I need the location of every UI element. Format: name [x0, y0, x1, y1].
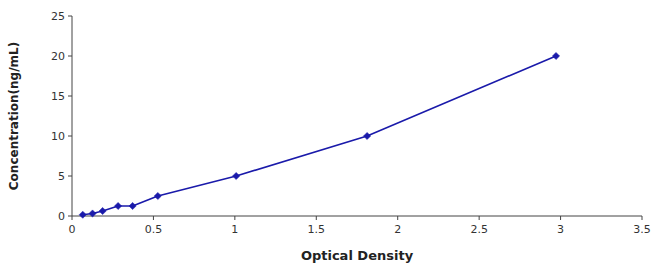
- x-tick-label: 2.5: [470, 223, 488, 236]
- data-point: [233, 172, 240, 179]
- data-point: [129, 202, 136, 209]
- x-tick-label: 3.5: [633, 223, 651, 236]
- x-tick: [72, 216, 73, 220]
- data-point: [99, 207, 106, 214]
- data-point: [79, 211, 86, 218]
- x-tick: [479, 216, 480, 220]
- x-axis-line: [72, 216, 642, 217]
- y-tick-label: 20: [51, 50, 65, 63]
- x-tick: [642, 216, 643, 220]
- data-point: [89, 210, 96, 217]
- y-tick-label: 25: [51, 10, 65, 23]
- x-tick-label: 0: [69, 223, 76, 236]
- x-tick: [316, 216, 317, 220]
- y-tick: [68, 16, 72, 17]
- y-axis-label: Concentration(ng/mL): [7, 42, 21, 190]
- x-tick-label: 0.5: [145, 223, 163, 236]
- x-tick-label: 2: [394, 223, 401, 236]
- x-tick-label: 1.5: [308, 223, 326, 236]
- chart-svg: 0 0.5 1 1.5 2 2.5 3 3.5 0 5 10 15 20 25 Optical Densit…: [0, 0, 664, 272]
- y-tick: [68, 96, 72, 97]
- x-tick-label: 1: [231, 223, 238, 236]
- y-axis-line: [72, 16, 73, 216]
- x-tick: [153, 216, 154, 220]
- x-tick: [397, 216, 398, 220]
- y-tick: [68, 56, 72, 57]
- y-tick: [68, 136, 72, 137]
- data-point: [114, 202, 121, 209]
- axes: 0 0.5 1 1.5 2 2.5 3 3.5 0 5 10 15 20 25: [51, 10, 651, 236]
- y-tick-label: 15: [51, 90, 65, 103]
- x-axis-label: Optical Density: [301, 248, 414, 263]
- data-point: [552, 52, 559, 59]
- data-point: [363, 132, 370, 139]
- y-tick: [68, 216, 72, 217]
- data-point: [154, 192, 161, 199]
- plot-area: [79, 52, 559, 218]
- y-tick-label: 0: [58, 210, 65, 223]
- y-tick-label: 10: [51, 130, 65, 143]
- y-tick-label: 5: [58, 170, 65, 183]
- x-tick: [560, 216, 561, 220]
- data-line: [83, 56, 556, 215]
- y-tick: [68, 176, 72, 177]
- x-tick: [234, 216, 235, 220]
- x-tick-label: 3: [557, 223, 564, 236]
- chart-container: 0 0.5 1 1.5 2 2.5 3 3.5 0 5 10 15 20 25 Optical Densit…: [0, 0, 664, 272]
